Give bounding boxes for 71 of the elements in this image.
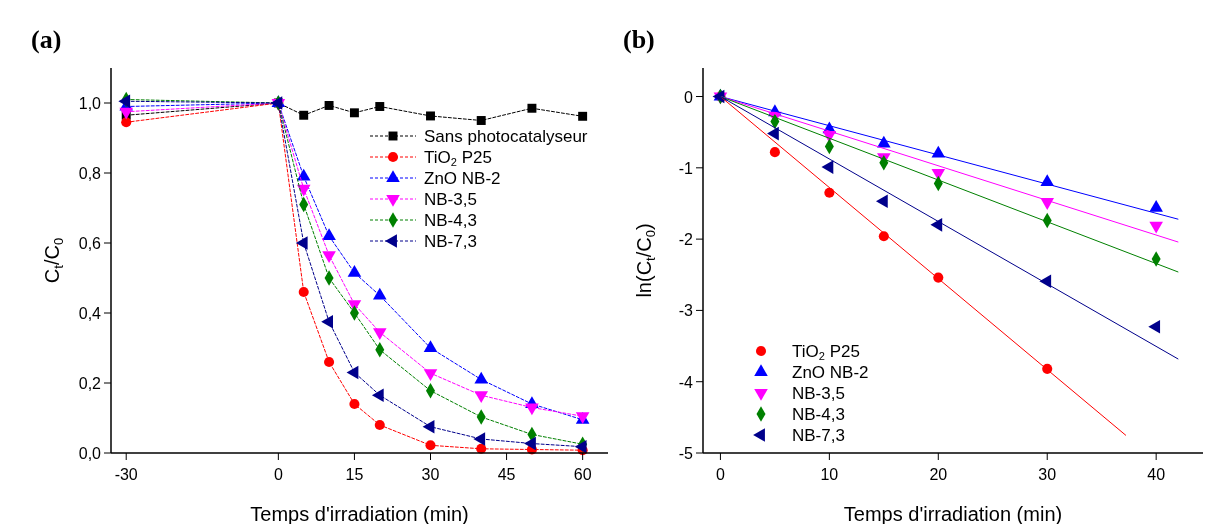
point xyxy=(372,287,387,300)
point xyxy=(473,432,486,446)
point xyxy=(374,419,385,431)
legend-label: NB-3,5 xyxy=(424,190,477,209)
point xyxy=(121,117,132,128)
point xyxy=(321,314,333,329)
legend-label: TiO$_{2}$ P25 xyxy=(792,342,860,363)
legend-label: NB-4,3 xyxy=(792,405,845,424)
y-tick-label: -3 xyxy=(678,302,694,320)
legend-label: NB-7,3 xyxy=(792,426,845,445)
point xyxy=(299,110,309,120)
y-tick-label: -5 xyxy=(678,445,694,462)
legend-label: NB-4,3 xyxy=(424,211,477,230)
x-tick-label: 30 xyxy=(1038,466,1057,483)
point xyxy=(423,340,438,352)
point xyxy=(346,365,359,380)
point xyxy=(527,103,537,113)
y-tick-label: 0,8 xyxy=(78,165,102,182)
x-tick-label: 0 xyxy=(715,466,725,483)
x-tick-label: 45 xyxy=(497,466,516,483)
point xyxy=(324,100,334,110)
point xyxy=(375,102,385,111)
y-tick-label: 0,0 xyxy=(78,445,102,462)
x-tick-label: 60 xyxy=(573,466,592,483)
legend-label: TiO$_{2}$ P25 xyxy=(424,148,492,169)
x-tick-label: 10 xyxy=(820,466,839,483)
x-tick-label: 30 xyxy=(421,466,440,483)
point xyxy=(821,160,834,174)
point xyxy=(474,371,489,384)
point xyxy=(422,419,435,434)
point xyxy=(349,398,360,410)
legend-label: ZnO NB-2 xyxy=(792,363,869,382)
x-tick-label: 40 xyxy=(1147,466,1166,483)
legend-label: NB-7,3 xyxy=(424,232,477,251)
point xyxy=(769,147,780,158)
point xyxy=(425,440,436,451)
y-tick-label: 1,0 xyxy=(78,95,102,112)
point xyxy=(349,108,359,118)
point xyxy=(767,126,779,141)
chart-title: (b) xyxy=(623,25,655,54)
y-tick-label: -1 xyxy=(678,159,694,177)
y-tick-label: 0,2 xyxy=(78,375,102,392)
point xyxy=(324,356,335,368)
point xyxy=(931,168,946,181)
point xyxy=(476,116,486,125)
legend-label: NB-3,5 xyxy=(792,384,845,403)
point xyxy=(524,436,536,451)
y-tick-label: 0 xyxy=(684,88,694,106)
point xyxy=(930,218,943,232)
point xyxy=(426,111,435,121)
x-tick-label: 0 xyxy=(273,466,283,483)
legend-label: Sans photocatalyseur xyxy=(424,127,588,146)
point xyxy=(295,236,308,250)
y-tick-label: 0,6 xyxy=(78,235,102,252)
point xyxy=(1148,320,1161,334)
point xyxy=(1149,221,1163,234)
point xyxy=(875,194,888,209)
chart-title: (a) xyxy=(31,25,62,54)
point xyxy=(347,264,362,277)
point xyxy=(574,439,587,454)
legend-label: ZnO NB-2 xyxy=(424,169,501,188)
x-tick-label: 15 xyxy=(345,466,364,483)
point xyxy=(578,111,588,121)
y-tick-label: 0,4 xyxy=(78,305,102,322)
x-tick-label: 20 xyxy=(929,466,948,483)
x-tick-label: -30 xyxy=(114,466,138,483)
point xyxy=(371,388,384,403)
y-tick-label: -2 xyxy=(678,231,694,249)
point xyxy=(322,228,336,240)
y-tick-label: -4 xyxy=(678,373,694,391)
point xyxy=(298,286,309,298)
